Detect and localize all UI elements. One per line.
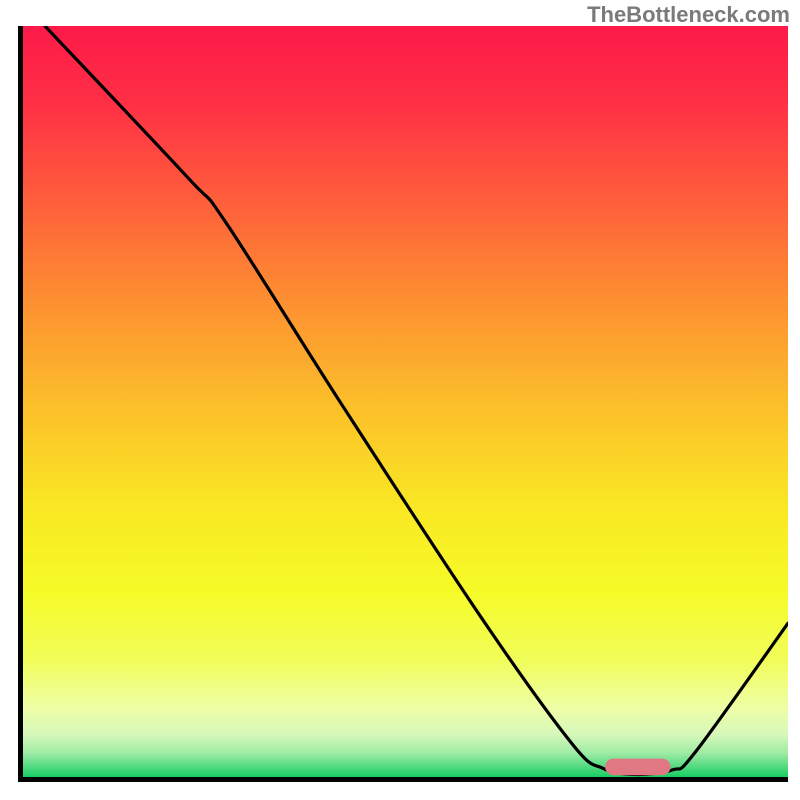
chart-frame: TheBottleneck.com [0,0,800,800]
plot-svg [18,26,788,782]
optimum-lozenge [605,759,670,776]
plot-background [21,26,789,780]
plot-area [18,26,788,782]
attribution-text: TheBottleneck.com [587,2,790,28]
